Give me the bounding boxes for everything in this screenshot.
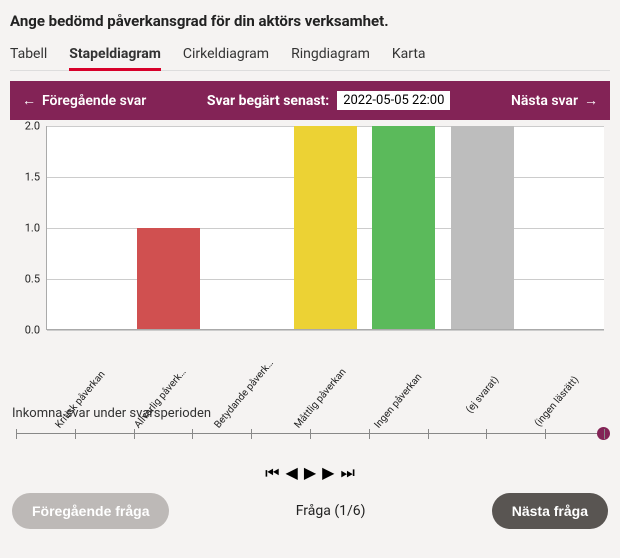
arrow-right-icon: → [584,92,598,109]
y-tick-label: 1.0 [10,222,40,235]
prev-answer-label: Föregående svar [42,93,146,109]
timeline-slider[interactable] [16,433,604,453]
tab-ringdiagram[interactable]: Ringdiagram [291,40,370,70]
y-tick-label: 0.5 [10,273,40,286]
tabs: Tabell Stapeldiagram Cirkeldiagram Ringd… [10,40,610,71]
deadline-value: 2022-05-05 22:00 [337,91,450,110]
prev-question-button[interactable]: Föregående fråga [12,493,169,529]
answer-navbar: ← Föregående svar Svar begärt senast: 20… [10,81,610,120]
bar [137,228,200,330]
next-answer-label: Nästa svar [511,93,578,109]
bar-chart: Kritisk påverkanAllvarlig påverk…Betydan… [10,120,610,400]
bar [294,126,357,329]
prev-answer-button[interactable]: ← Föregående svar [22,92,146,109]
tab-karta[interactable]: Karta [392,40,426,70]
y-tick-label: 1.5 [10,171,40,184]
deadline-label: Svar begärt senast: [207,93,329,109]
tab-cirkeldiagram[interactable]: Cirkeldiagram [183,40,269,70]
arrow-left-icon: ← [22,92,36,109]
bar [451,126,514,329]
step-back-icon[interactable]: ◀ [286,463,298,483]
deadline: Svar begärt senast: 2022-05-05 22:00 [207,91,451,110]
tab-stapeldiagram[interactable]: Stapeldiagram [69,40,161,70]
y-tick-label: 2.0 [10,120,40,133]
next-question-button[interactable]: Nästa fråga [492,493,608,529]
y-tick-label: 0.0 [10,324,40,337]
bar [372,126,435,329]
page-title: Ange bedömd påverkansgrad för din aktörs… [10,12,610,30]
next-answer-button[interactable]: Nästa svar → [511,92,598,109]
footer: Föregående fråga Fråga (1/6) Nästa fråga [10,493,610,529]
playback-controls: ⏮ ◀ ▶ ▶ ⏭ [10,463,610,483]
pager-label: Fråga (1/6) [296,503,366,519]
play-icon[interactable]: ▶ [304,463,316,483]
skip-start-icon[interactable]: ⏮ [265,463,279,483]
tab-tabell[interactable]: Tabell [10,40,47,70]
step-forward-icon[interactable]: ▶ [322,463,334,483]
